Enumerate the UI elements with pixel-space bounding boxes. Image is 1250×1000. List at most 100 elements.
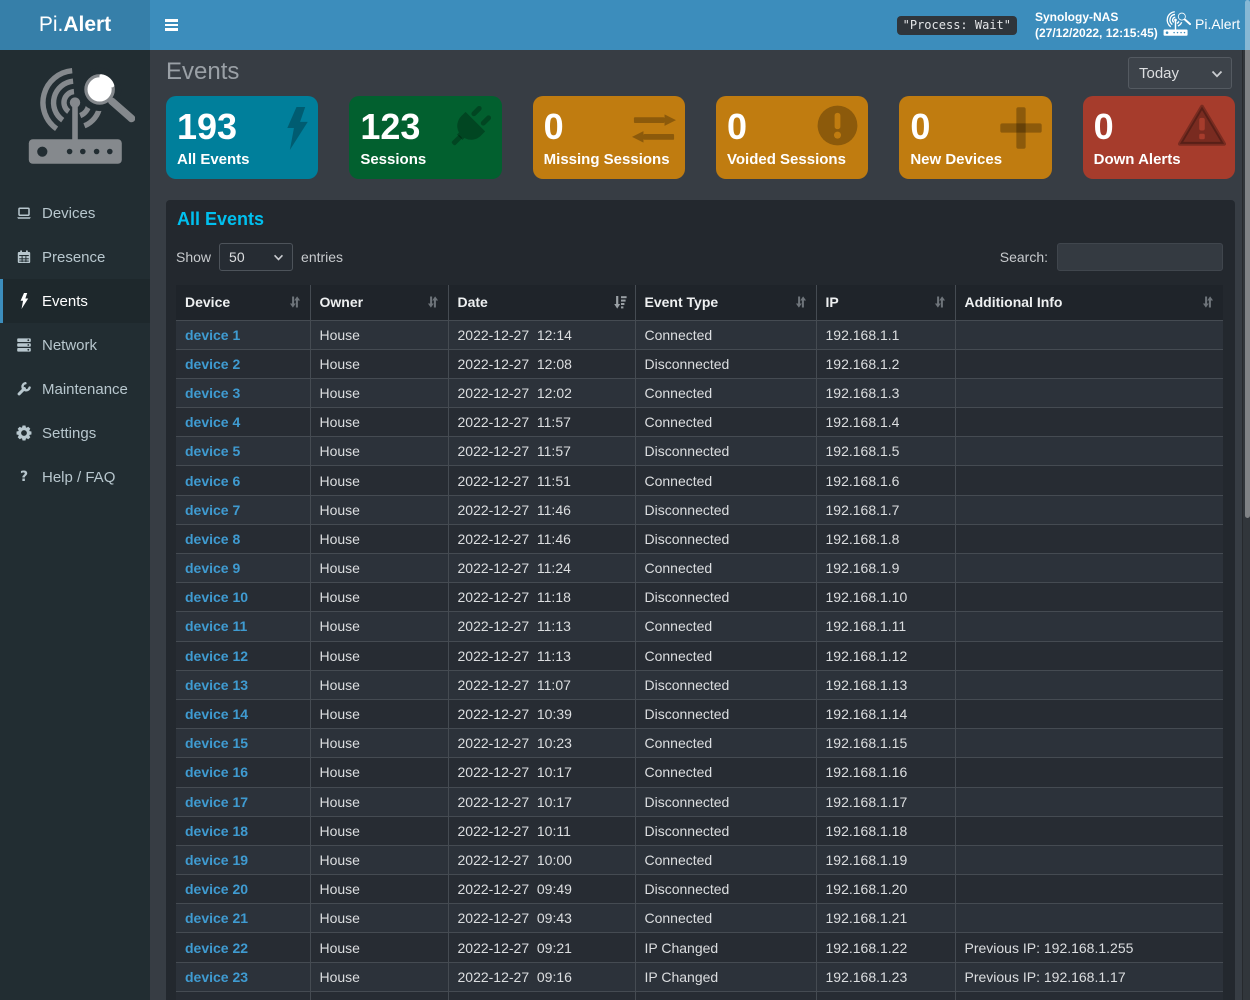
cell-date: 2022-12-27 10:39 bbox=[447, 698, 635, 729]
device-link[interactable]: device 9 bbox=[185, 560, 241, 577]
brand-logo[interactable]: Pi. Alert bbox=[0, 0, 150, 50]
card-down-alerts[interactable]: 0 Down Alerts bbox=[1082, 96, 1235, 179]
column-header-date[interactable]: Date bbox=[447, 285, 635, 320]
cell-ip: 192.168.1.6 bbox=[815, 465, 955, 496]
sidebar-item-maintenance[interactable]: Maintenance bbox=[0, 367, 150, 411]
exclamation-triangle-icon bbox=[1177, 104, 1226, 152]
cell-owner: House bbox=[309, 669, 448, 700]
device-link[interactable]: device 10 bbox=[185, 589, 249, 606]
device-link[interactable]: device 24 bbox=[185, 998, 248, 1000]
page-length-select[interactable]: 50 bbox=[219, 243, 294, 271]
cell-event-type: Disconnected bbox=[634, 815, 816, 846]
device-link[interactable]: device 23 bbox=[185, 968, 249, 985]
device-link[interactable]: device 21 bbox=[185, 910, 249, 927]
cell-additional-info bbox=[954, 757, 1223, 787]
cell-device: device 11 bbox=[176, 611, 310, 642]
cell-event-type: Disconnected bbox=[634, 698, 816, 729]
cell-additional-info bbox=[954, 436, 1223, 466]
cell-ip: 192.168.1.21 bbox=[815, 903, 955, 933]
cell-additional-info bbox=[954, 494, 1223, 525]
cell-ip: 192.168.1.20 bbox=[815, 874, 955, 904]
device-link[interactable]: device 17 bbox=[185, 793, 249, 810]
cell-additional-info bbox=[954, 815, 1223, 846]
column-header-ip[interactable]: IP bbox=[815, 285, 955, 320]
cell-event-type: Connected bbox=[634, 903, 816, 933]
sidebar-item-network[interactable]: Network bbox=[0, 323, 150, 367]
table-row: device 8 House 2022-12-27 11:46 Disconnecte… bbox=[176, 523, 1223, 554]
card-missing-sessions[interactable]: 0 Missing Sessions bbox=[532, 96, 685, 179]
host-info: Synology-NAS (27/12/2022, 12:15:45) bbox=[1035, 9, 1158, 41]
device-link[interactable]: device 3 bbox=[185, 384, 241, 401]
table-length-control: Show 50 entries bbox=[176, 243, 343, 271]
device-link[interactable]: device 2 bbox=[185, 355, 241, 372]
cell-owner: House bbox=[309, 757, 448, 787]
device-link[interactable]: device 20 bbox=[185, 881, 249, 898]
sort-desc-icon bbox=[613, 295, 627, 309]
device-link[interactable]: device 14 bbox=[185, 706, 249, 723]
sidebar-item-help-faq[interactable]: ? Help / FAQ bbox=[0, 455, 150, 499]
cell-additional-info bbox=[954, 698, 1223, 729]
card-voided-sessions[interactable]: 0 Voided Sessions bbox=[715, 96, 869, 179]
device-link[interactable]: device 18 bbox=[185, 822, 249, 839]
device-link[interactable]: device 5 bbox=[185, 443, 241, 460]
cell-date: 2022-12-27 11:13 bbox=[447, 611, 635, 642]
device-link[interactable]: device 13 bbox=[185, 676, 249, 693]
cell-date: 2022-12-27 11:24 bbox=[447, 552, 635, 583]
card-all-events[interactable]: 193 All Events bbox=[166, 96, 319, 179]
sidebar-item-devices[interactable]: Devices bbox=[0, 191, 150, 235]
scrollbar-thumb[interactable] bbox=[1244, 0, 1250, 518]
column-header-owner[interactable]: Owner bbox=[309, 285, 448, 320]
sidebar-item-presence[interactable]: Presence bbox=[0, 235, 150, 279]
sidebar-menu: Devices Presence Events Network Maintena… bbox=[0, 191, 150, 499]
cell-additional-info: Previous IP: 192.168.1.17 bbox=[954, 961, 1223, 992]
cell-ip: 192.168.1.5 bbox=[815, 436, 955, 466]
period-select-wrap: Today bbox=[1128, 57, 1232, 89]
exchange-arrows-icon bbox=[631, 113, 676, 149]
cell-owner: House bbox=[309, 377, 448, 408]
card-value: 0 bbox=[1093, 106, 1114, 147]
cell-device: device 9 bbox=[176, 552, 310, 583]
cell-additional-info bbox=[954, 523, 1223, 554]
card-sessions[interactable]: 123 Sessions bbox=[349, 96, 502, 179]
cell-date: 2022-12-27 10:17 bbox=[447, 786, 635, 817]
card-new-devices[interactable]: 0 New Devices bbox=[899, 96, 1052, 179]
column-header-additional-info[interactable]: Additional Info bbox=[954, 285, 1223, 320]
sidebar-item-settings[interactable]: Settings bbox=[0, 411, 150, 455]
device-link[interactable]: device 12 bbox=[185, 647, 249, 664]
cell-owner: House bbox=[309, 348, 448, 379]
device-link[interactable]: device 8 bbox=[185, 530, 241, 547]
column-label: Additional Info bbox=[964, 294, 1063, 311]
column-header-device[interactable]: Device bbox=[176, 285, 310, 320]
cell-additional-info bbox=[954, 582, 1223, 612]
device-link[interactable]: device 16 bbox=[185, 764, 249, 781]
cell-additional-info: Previous IP: 192.168.1.255 bbox=[954, 932, 1223, 963]
hamburger-icon[interactable] bbox=[150, 0, 192, 50]
page-title: Events bbox=[166, 58, 240, 85]
device-link[interactable]: device 19 bbox=[185, 851, 249, 868]
device-link[interactable]: device 6 bbox=[185, 472, 241, 489]
cell-owner: House bbox=[309, 874, 448, 904]
scrollbar-track[interactable] bbox=[1242, 50, 1250, 1000]
device-link[interactable]: device 15 bbox=[185, 735, 249, 752]
cell-ip: 192.168.1.24 bbox=[815, 990, 955, 1000]
device-link[interactable]: device 1 bbox=[185, 326, 241, 343]
cell-event-type: Disconnected bbox=[634, 874, 816, 904]
column-header-event-type[interactable]: Event Type bbox=[634, 285, 816, 320]
card-value: 0 bbox=[726, 106, 748, 147]
cell-date: 2022-12-27 11:57 bbox=[447, 407, 635, 437]
device-link[interactable]: device 4 bbox=[185, 414, 241, 431]
bolt-card-icon bbox=[284, 107, 309, 155]
device-link[interactable]: device 11 bbox=[185, 618, 248, 635]
device-link[interactable]: device 22 bbox=[185, 939, 249, 956]
cell-owner: House bbox=[309, 728, 448, 758]
cell-date: 2022-12-27 10:11 bbox=[447, 815, 635, 846]
sidebar-item-label: Presence bbox=[42, 248, 106, 266]
card-label: All Events bbox=[177, 151, 250, 168]
column-label: Owner bbox=[319, 294, 364, 311]
sidebar-item-events[interactable]: Events bbox=[0, 279, 150, 323]
period-select[interactable]: Today bbox=[1128, 57, 1232, 89]
cell-additional-info bbox=[954, 990, 1223, 1000]
cell-event-type: Connected bbox=[634, 407, 816, 437]
device-link[interactable]: device 7 bbox=[185, 501, 241, 518]
search-input[interactable] bbox=[1057, 243, 1223, 271]
